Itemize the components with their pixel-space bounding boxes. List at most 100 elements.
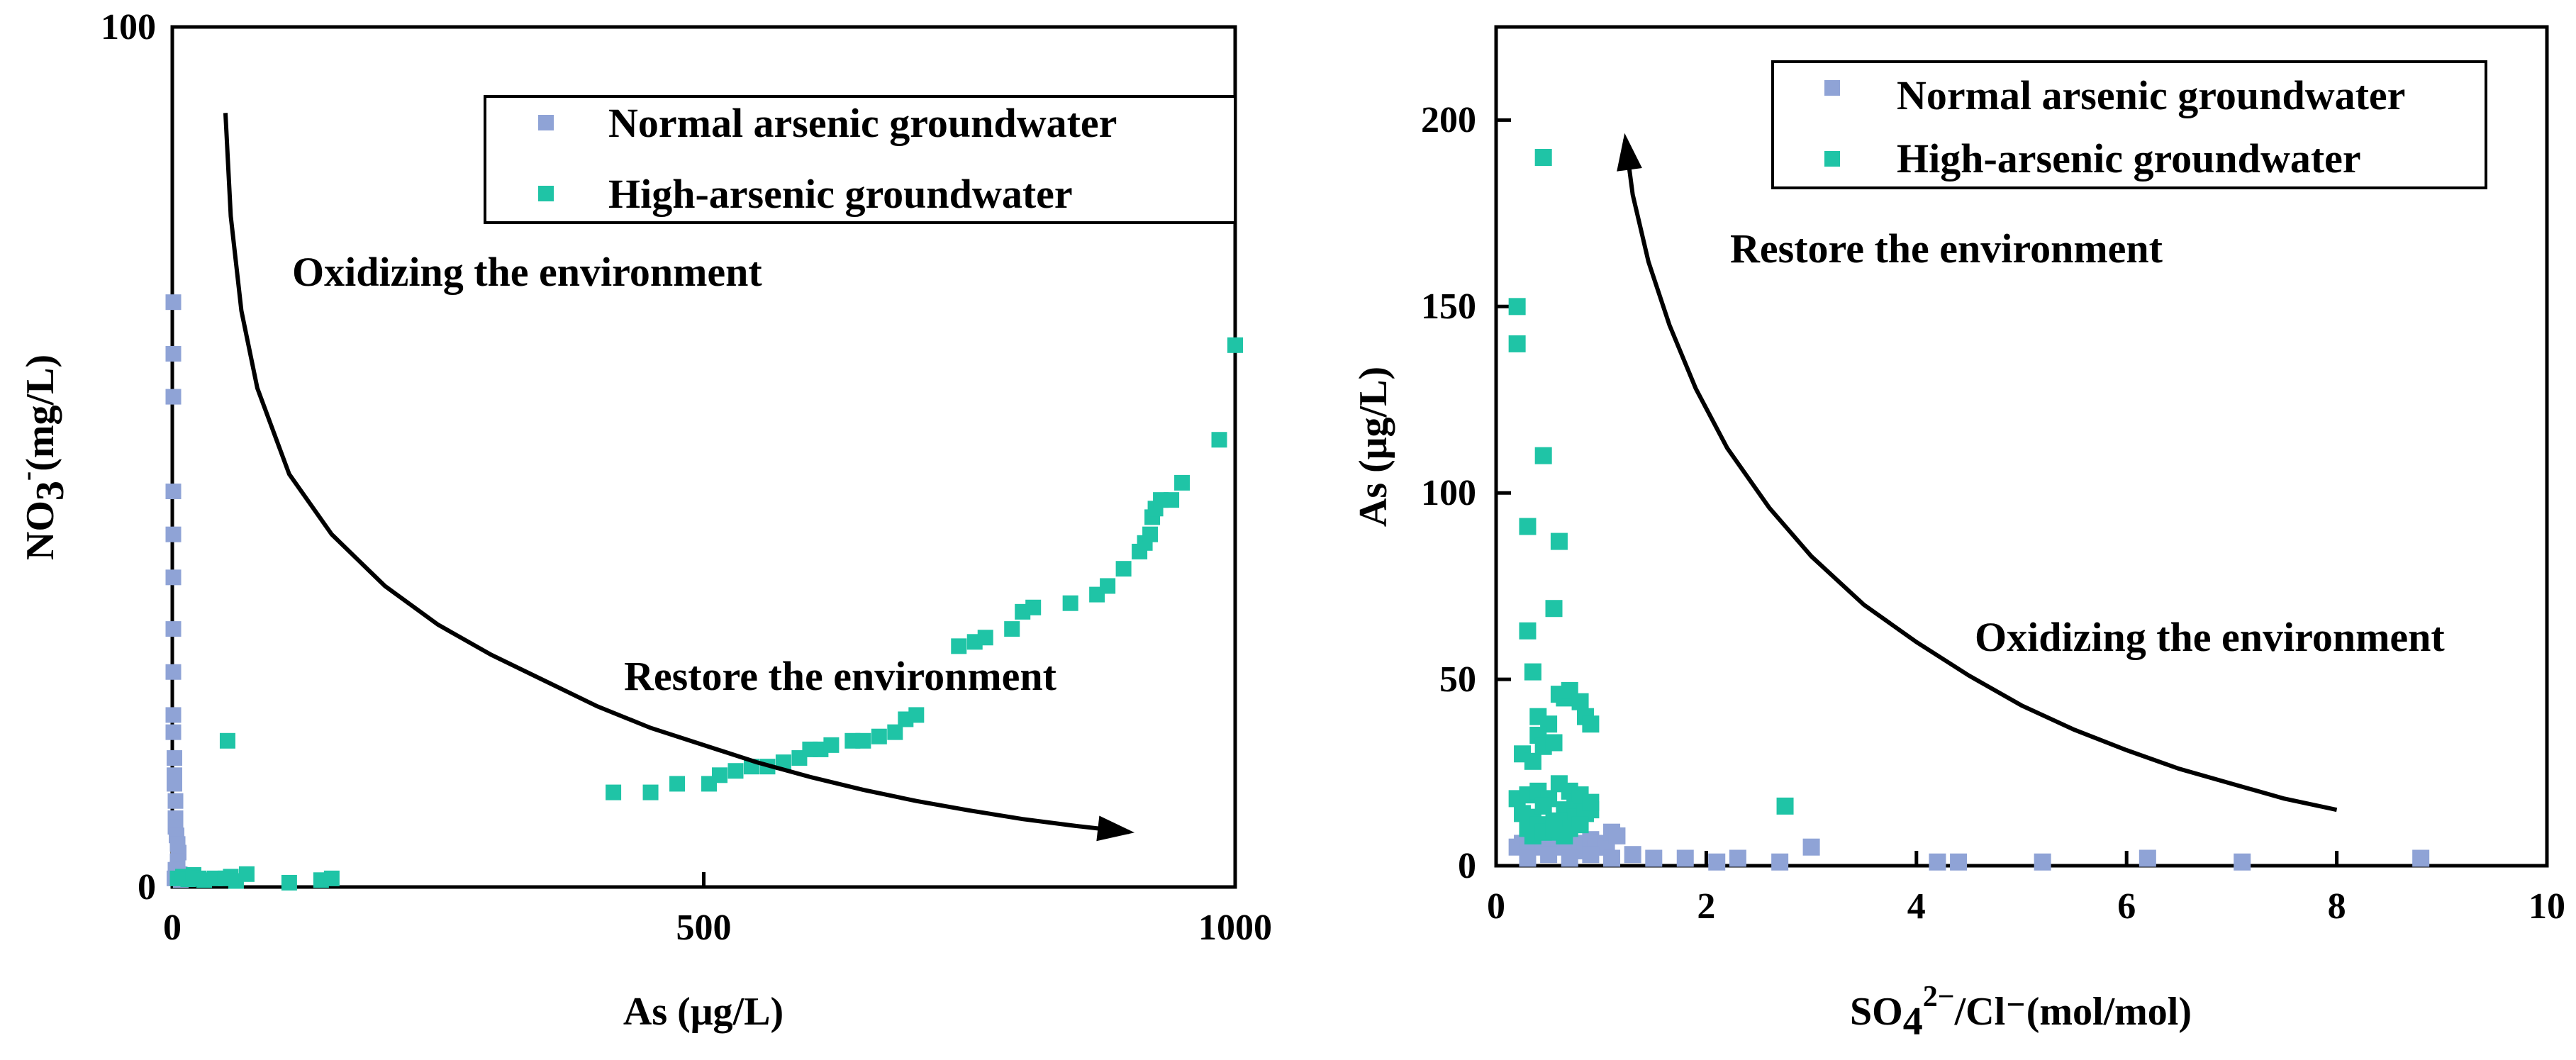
legend-left: Normal arsenic groundwater High-arsenic … <box>484 95 1237 224</box>
point-high-left-51 <box>1174 474 1191 491</box>
point-high-right-7 <box>1519 622 1537 640</box>
point-high-left-14 <box>219 732 235 749</box>
point-high-left-50 <box>1164 492 1180 508</box>
point-high-left-30 <box>871 728 887 744</box>
trend-arrowhead-right <box>1617 133 1642 172</box>
point-high-right-8 <box>1524 663 1541 681</box>
point-normal-left-2 <box>165 389 182 405</box>
legend-marker-normal-left <box>538 115 554 130</box>
legend-label-normal-right: Normal arsenic groundwater <box>1897 72 2405 118</box>
point-high-right-49 <box>1776 797 1794 815</box>
point-high-right-16 <box>1545 734 1563 752</box>
point-high-right-13 <box>1524 752 1541 770</box>
point-high-left-13 <box>323 870 340 886</box>
legend-marker-high-right <box>1824 151 1840 167</box>
y-tick-label-right-50: 50 <box>1439 659 1476 700</box>
point-normal-right-28 <box>1708 853 1726 871</box>
point-high-right-5 <box>1550 532 1568 550</box>
series-high-left <box>169 337 1243 891</box>
trend-arrowhead-left <box>1096 815 1135 842</box>
point-normal-left-13 <box>167 793 184 809</box>
point-normal-right-29 <box>1729 849 1746 867</box>
x-tick-label-right-10: 10 <box>2528 886 2565 927</box>
point-normal-right-24 <box>1603 849 1621 867</box>
x-tick-label-right-0: 0 <box>1487 886 1505 927</box>
y-tick-label-left-0: 0 <box>138 867 156 908</box>
series-normal-right <box>1508 823 2430 871</box>
point-normal-right-22 <box>1561 849 1578 867</box>
series-high-right <box>1508 149 1794 844</box>
point-high-right-44 <box>1571 816 1589 834</box>
chart-right: 0 2 4 6 8 10 0 50 100 150 200 SO42−/Cl⁻(… <box>1351 25 2565 1044</box>
point-normal-left-4 <box>165 526 182 542</box>
y-axis-title-left-tail: (mg/L) <box>18 355 62 472</box>
x-axis-title-right-tail: /Cl⁻(mol/mol) <box>1954 990 2192 1034</box>
point-high-left-40 <box>1062 595 1078 611</box>
point-high-right-0 <box>1534 149 1552 167</box>
point-high-right-3 <box>1534 447 1552 464</box>
chart-left: 0 500 1000 0 100 As (μg/L) NO3-(mg/L) Ox… <box>11 7 1272 1034</box>
point-high-left-31 <box>887 724 903 740</box>
annotation-restore-right: Restore the environment <box>1730 225 2163 272</box>
point-normal-right-20 <box>1519 849 1537 867</box>
annotation-oxidizing-left: Oxidizing the environment <box>292 249 762 295</box>
point-normal-right-35 <box>2139 849 2156 867</box>
point-high-left-27 <box>823 737 840 753</box>
point-normal-left-9 <box>165 724 182 740</box>
point-high-left-43 <box>1115 561 1132 577</box>
point-normal-right-30 <box>1771 853 1789 871</box>
x-tick-label-right-6: 6 <box>2117 886 2136 927</box>
point-normal-right-25 <box>1624 846 1641 864</box>
point-high-left-37 <box>1004 621 1020 637</box>
y-axis-title-left-sub: 3 <box>28 481 72 501</box>
point-high-left-19 <box>711 767 727 783</box>
trend-arrow-right <box>1623 138 2338 813</box>
x-axis-title-right-main: SO <box>1850 990 1903 1034</box>
point-normal-right-36 <box>2234 853 2251 871</box>
point-normal-right-33 <box>1950 853 1968 871</box>
point-normal-left-6 <box>165 621 182 637</box>
point-high-left-46 <box>1142 526 1159 542</box>
legend-label-high-right: High-arsenic groundwater <box>1897 135 2361 182</box>
point-normal-right-21 <box>1540 846 1558 864</box>
point-high-right-2 <box>1508 335 1526 352</box>
point-high-left-52 <box>1211 432 1227 448</box>
legend-box-left <box>484 95 1237 224</box>
point-high-right-6 <box>1545 600 1563 618</box>
point-high-right-33 <box>1534 797 1552 815</box>
point-high-right-4 <box>1519 518 1537 535</box>
point-normal-right-27 <box>1676 849 1694 867</box>
point-high-left-11 <box>281 874 297 891</box>
point-high-left-16 <box>642 784 659 800</box>
annotation-oxidizing-right: Oxidizing the environment <box>1975 614 2445 660</box>
x-tick-label-right-8: 8 <box>2328 886 2346 927</box>
point-normal-left-5 <box>165 569 182 586</box>
point-normal-right-26 <box>1645 849 1663 867</box>
point-high-left-53 <box>1227 337 1243 353</box>
point-normal-left-0 <box>165 294 182 311</box>
point-normal-right-19 <box>1608 827 1626 844</box>
y-tick-label-left-100: 100 <box>101 7 156 48</box>
point-high-left-42 <box>1100 578 1116 594</box>
x-tick-label-left-1000: 1000 <box>1198 908 1272 948</box>
point-high-left-36 <box>977 630 993 646</box>
point-high-left-29 <box>855 732 871 749</box>
point-high-right-48 <box>1556 827 1573 844</box>
point-high-right-1 <box>1508 298 1526 316</box>
legend-label-high-left: High-arsenic groundwater <box>608 171 1073 217</box>
x-tick-label-right-2: 2 <box>1697 886 1715 927</box>
point-normal-left-8 <box>165 707 182 723</box>
x-tick-label-right-4: 4 <box>1907 886 1926 927</box>
point-normal-left-7 <box>165 664 182 680</box>
point-normal-left-10 <box>166 750 182 766</box>
y-axis-title-left-main: NO <box>18 501 62 560</box>
point-normal-left-3 <box>165 484 182 500</box>
x-axis-title-right-sup: 2− <box>1923 981 1955 1013</box>
x-tick-label-left-500: 500 <box>676 908 732 948</box>
point-normal-right-31 <box>1802 838 1820 856</box>
point-high-right-21 <box>1582 715 1600 733</box>
trend-arrow-left <box>223 113 1130 835</box>
annotation-restore-left: Restore the environment <box>624 653 1057 699</box>
point-high-right-19 <box>1571 693 1589 710</box>
